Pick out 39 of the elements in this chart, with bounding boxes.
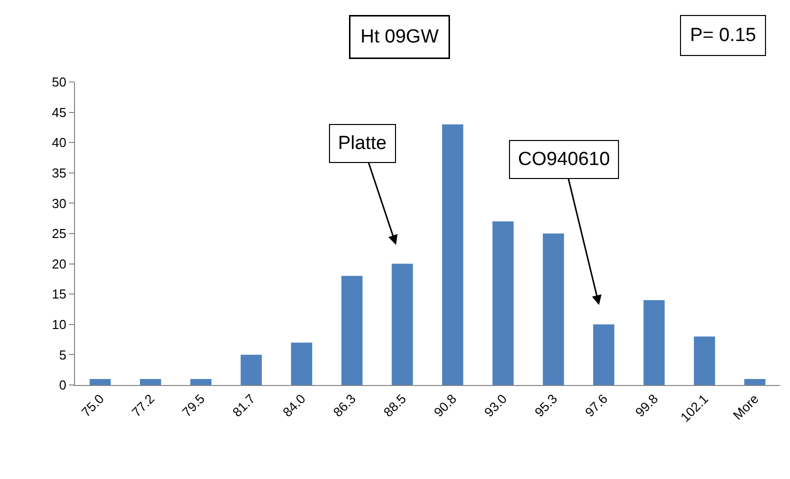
y-tick-label: 45 [52,104,66,120]
bar [140,378,162,385]
bar [442,124,464,385]
bar [492,221,514,385]
x-tick-label: 93.0 [481,391,510,420]
x-tick-label: 90.8 [430,391,460,420]
bar [694,336,716,385]
y-tick-label: 5 [59,347,66,362]
bar [593,324,614,385]
y-tick-label: 35 [52,165,66,180]
y-tick-label: 20 [52,256,66,272]
x-tick-label: 77.2 [128,391,158,420]
y-tick-label: 0 [59,378,66,393]
x-tick-label: 79.5 [179,391,208,420]
chart-title: Ht 09GW [360,26,439,48]
bar [744,378,766,385]
y-tick-label: 10 [52,316,66,332]
x-tick-label: 75.0 [78,391,107,420]
annotation: Platte [338,133,387,154]
annotation: CO940610 [518,149,610,170]
bar [240,354,262,385]
bar [644,300,665,385]
x-tick-label: 97.6 [582,391,610,420]
bar [90,378,111,385]
y-tick-label: 40 [52,135,66,150]
x-tick-label: 86.3 [330,391,359,420]
y-tick-label: 25 [52,226,66,242]
bar [392,264,413,385]
y-tick-label: 15 [52,286,66,302]
x-tick-label: 95.3 [532,391,560,420]
text: P= 0.15 [690,25,756,46]
bar [341,276,363,385]
y-tick-label: 30 [52,196,66,211]
y-tick-label: 50 [52,74,66,90]
x-tick-label: 99.8 [632,391,661,420]
bar [542,234,564,385]
bar [190,378,212,385]
x-tick-label: 84.0 [280,391,308,420]
bar [291,342,312,385]
